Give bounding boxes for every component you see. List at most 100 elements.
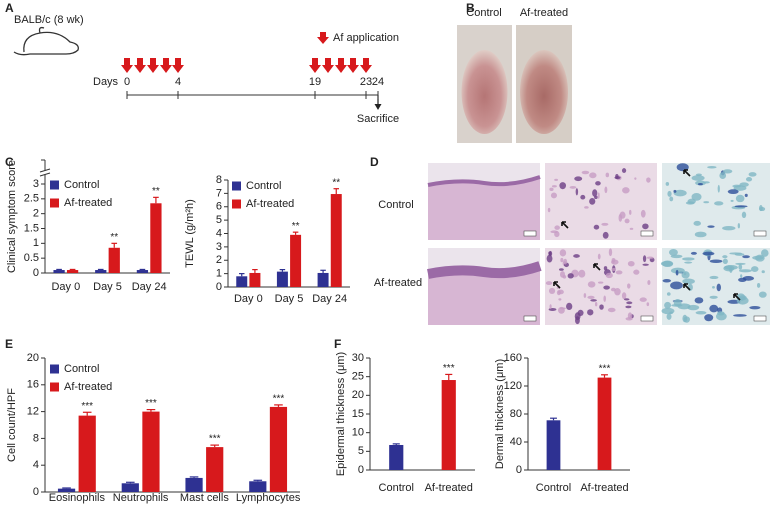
cell xyxy=(604,186,608,194)
photo xyxy=(520,50,568,134)
y-tick-label: 20 xyxy=(27,352,39,364)
legend-label: Af-treated xyxy=(246,198,294,210)
tissue xyxy=(428,177,540,240)
x-tick-label: Day 0 xyxy=(234,293,263,305)
pointer-arrow xyxy=(553,281,561,289)
bar xyxy=(185,477,203,492)
y-tick-label: 0.5 xyxy=(24,252,39,264)
y-tick-label: 8 xyxy=(216,174,222,186)
cell xyxy=(668,249,678,256)
legend-swatch xyxy=(50,198,59,208)
panel-label: E xyxy=(5,337,13,351)
cell xyxy=(734,253,745,256)
legend-arrow xyxy=(317,32,329,44)
cell xyxy=(615,270,623,275)
cell xyxy=(756,283,761,288)
cell xyxy=(734,205,748,208)
bar xyxy=(95,270,107,273)
bar xyxy=(142,411,160,492)
cell xyxy=(716,283,721,292)
cell xyxy=(574,176,583,182)
day-label: 0 xyxy=(124,76,130,88)
epidermis xyxy=(427,261,542,279)
cell xyxy=(744,193,748,198)
x-tick-label: Lymphocytes xyxy=(236,492,301,504)
cell xyxy=(627,261,635,267)
panel-label: B xyxy=(466,1,475,15)
cell xyxy=(581,170,590,175)
cell xyxy=(566,302,573,311)
cell xyxy=(619,211,626,219)
y-tick-label: 2 xyxy=(216,254,222,266)
cell xyxy=(741,211,747,219)
y-tick-label: 1 xyxy=(33,237,39,249)
pointer-arrow xyxy=(593,263,601,271)
cell xyxy=(646,177,651,183)
bar xyxy=(108,247,120,273)
row-label: Af-treated xyxy=(374,277,422,289)
cell xyxy=(646,256,654,259)
cell xyxy=(583,293,587,298)
application-arrow xyxy=(322,58,334,73)
legend-label: Control xyxy=(64,179,99,191)
row-label: Control xyxy=(378,199,413,211)
cell xyxy=(694,297,704,304)
y-tick-label: 6 xyxy=(216,201,222,213)
scale-bar xyxy=(753,315,767,322)
bar xyxy=(150,203,162,273)
y-tick-label: 5 xyxy=(216,214,222,226)
cell xyxy=(738,264,743,270)
x-tick-label: Day 0 xyxy=(51,281,80,293)
cell xyxy=(712,285,715,289)
significance: *** xyxy=(443,363,455,374)
cell xyxy=(729,266,733,273)
y-tick-label: 80 xyxy=(510,408,522,420)
cell xyxy=(587,309,594,316)
cell xyxy=(722,169,733,174)
cell xyxy=(719,172,727,180)
cell xyxy=(751,266,759,272)
significance: *** xyxy=(273,394,285,405)
cell xyxy=(752,255,764,260)
pointer-arrow xyxy=(683,169,691,177)
cell xyxy=(621,168,627,173)
cell xyxy=(640,209,646,218)
mouse-label: BALB/c (8 wk) xyxy=(14,14,84,26)
cell xyxy=(642,255,647,263)
y-axis-label: Epidermal thickness (μm) xyxy=(335,352,347,476)
cell xyxy=(703,201,710,204)
application-arrow xyxy=(160,58,172,73)
cell xyxy=(614,176,621,180)
cell xyxy=(759,205,763,212)
cell xyxy=(667,190,672,197)
y-tick-label: 20 xyxy=(352,389,364,401)
application-arrow xyxy=(335,58,347,73)
cell xyxy=(611,268,617,272)
cell xyxy=(695,310,707,315)
cell xyxy=(730,199,734,202)
cell xyxy=(569,186,577,189)
y-tick-label: 0 xyxy=(216,281,222,293)
pointer-arrow xyxy=(683,283,691,291)
cell xyxy=(610,287,616,292)
cell xyxy=(669,196,674,202)
bar xyxy=(317,272,329,287)
cell xyxy=(673,189,677,193)
scale-bar xyxy=(640,315,654,322)
cell xyxy=(687,198,696,204)
axis-break xyxy=(39,168,51,173)
cell xyxy=(629,227,634,230)
y-axis-label: Clinical symptom score xyxy=(6,160,18,273)
cell xyxy=(666,292,671,296)
cell xyxy=(597,192,600,199)
bar xyxy=(441,380,456,470)
cell xyxy=(677,303,691,310)
cell xyxy=(691,175,705,181)
y-tick-label: 10 xyxy=(352,427,364,439)
cell xyxy=(558,268,564,271)
cell xyxy=(558,298,562,301)
bar xyxy=(236,276,248,287)
bar xyxy=(249,272,261,287)
cell xyxy=(690,251,697,255)
application-arrow xyxy=(121,58,133,73)
